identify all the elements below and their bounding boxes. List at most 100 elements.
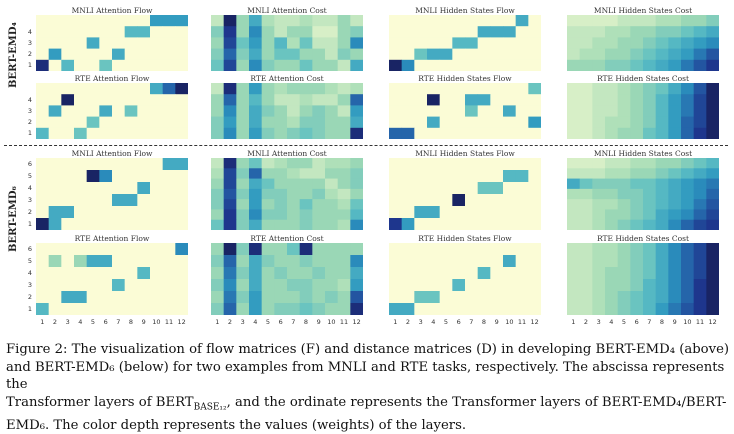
- heatmap-cell: [655, 59, 669, 71]
- heatmap-cell: [503, 48, 517, 61]
- heatmap-cell: [592, 83, 606, 95]
- heatmap-cell: [175, 48, 188, 61]
- heatmap-cell: [528, 279, 541, 292]
- heatmap-cell: [325, 158, 339, 169]
- heatmap-cell: [617, 15, 631, 27]
- heatmap-cell: [261, 178, 275, 190]
- panel-title: RTE Attention Cost: [250, 234, 324, 243]
- heatmap-cell: [668, 127, 682, 139]
- group-label-bert-emd6: BERT-EMD₆: [8, 186, 19, 252]
- heatmap-cell: [86, 243, 100, 256]
- heatmap-cell: [414, 267, 428, 280]
- heatmap-cell: [706, 37, 719, 49]
- heatmap-cell: [261, 303, 275, 315]
- heatmap-cell: [617, 37, 631, 49]
- heatmap-cell: [274, 303, 288, 315]
- heatmap-cell: [668, 94, 682, 106]
- caption-line-3: Transformer layers of BERTBASE₁₂, and th…: [6, 394, 730, 417]
- panel-title: RTE Hidden States Flow: [418, 234, 512, 243]
- heatmap-cell: [299, 291, 313, 304]
- heatmap-cell: [249, 291, 263, 304]
- heatmap-cell: [112, 127, 126, 139]
- heatmap-cell: [592, 158, 606, 169]
- panel-title: RTE Attention Flow: [74, 74, 150, 83]
- heatmap-cell: [401, 206, 415, 219]
- heatmap-cell: [211, 94, 225, 106]
- heatmap-cell: [223, 209, 237, 221]
- heatmap-cell: [274, 158, 288, 169]
- heatmap-cell: [137, 267, 151, 280]
- heatmap-cell: [112, 26, 126, 38]
- heatmap-cell: [112, 206, 126, 219]
- heatmap-cell: [337, 255, 351, 268]
- heatmap-cell: [567, 59, 581, 71]
- heatmap-cell: [99, 206, 113, 219]
- heatmap-cell: [567, 37, 581, 49]
- heatmap-cell: [124, 94, 138, 106]
- heatmap-cell: [61, 83, 75, 95]
- heatmap-cell: [325, 303, 339, 315]
- heatmap-cell: [36, 206, 50, 219]
- heatmap-cell: [350, 105, 363, 117]
- heatmap-cell: [74, 218, 88, 230]
- heatmap-cell: [567, 105, 581, 117]
- heatmap-cell: [249, 255, 263, 268]
- heatmap-cell: [655, 116, 669, 129]
- heatmap-cell: [312, 219, 326, 230]
- y-tick-label: 2: [27, 118, 33, 127]
- heatmap-cell: [261, 168, 275, 179]
- heatmap-cell: [439, 291, 453, 304]
- heatmap-cell: [401, 279, 415, 292]
- heatmap-cell: [655, 48, 669, 61]
- heatmap-cell: [401, 15, 415, 27]
- heatmap-cell: [605, 219, 619, 230]
- heatmap-cell: [61, 105, 75, 117]
- heatmap-cell: [299, 158, 313, 169]
- heatmap-cell: [36, 158, 50, 171]
- heatmap-cell: [124, 291, 138, 304]
- heatmap-cell: [477, 218, 491, 230]
- heatmap-cell: [605, 168, 619, 179]
- heatmap-cell: [439, 243, 453, 256]
- heatmap-cell: [211, 303, 225, 315]
- heatmap-cell: [490, 105, 504, 117]
- heatmap-cell: [630, 219, 644, 230]
- heatmap-cell: [274, 83, 288, 95]
- heatmap-cell: [287, 209, 301, 221]
- heatmap-cell: [74, 170, 88, 183]
- heatmap-cell: [86, 83, 100, 95]
- figure-visualization: BERT-EMD₄ BERT-EMD₆ MNLI Attention Flow 1…: [4, 6, 728, 326]
- x-tick-label: 9: [672, 318, 677, 326]
- heatmap-cell: [325, 15, 339, 27]
- heatmap-cell: [515, 303, 529, 315]
- heatmap-cell: [274, 105, 288, 117]
- x-tick-label: 2: [227, 318, 233, 326]
- heatmap-cell: [605, 48, 619, 61]
- heatmap-cell: [693, 15, 707, 27]
- heatmap-cell: [668, 291, 682, 304]
- heatmap-cell: [223, 116, 237, 129]
- heatmap-cell: [137, 26, 151, 38]
- heatmap-cell: [668, 199, 682, 210]
- heatmap-cell: [287, 15, 301, 27]
- heatmap-cell: [427, 105, 441, 117]
- heatmap-cell: [312, 105, 326, 117]
- heatmap-cell: [465, 127, 479, 139]
- heatmap-cell: [643, 291, 657, 304]
- heatmap-cell: [249, 279, 263, 292]
- heatmap-cell: [99, 267, 113, 280]
- heatmap-cell: [36, 255, 50, 268]
- heatmap-cell: [389, 94, 403, 106]
- heatmap-cell: [175, 59, 188, 71]
- heatmap-cell: [439, 94, 453, 106]
- heatmap-cell: [74, 267, 88, 280]
- heatmap-cell: [287, 291, 301, 304]
- heatmap-cell: [86, 194, 100, 207]
- heatmap-cell: [490, 37, 504, 49]
- heatmap-cell: [150, 303, 164, 315]
- heatmap-cell: [312, 116, 326, 129]
- heatmap-cell: [249, 37, 263, 49]
- heatmap-cell: [99, 194, 113, 207]
- heatmap-cell: [630, 26, 644, 38]
- heatmap-cell: [706, 267, 719, 280]
